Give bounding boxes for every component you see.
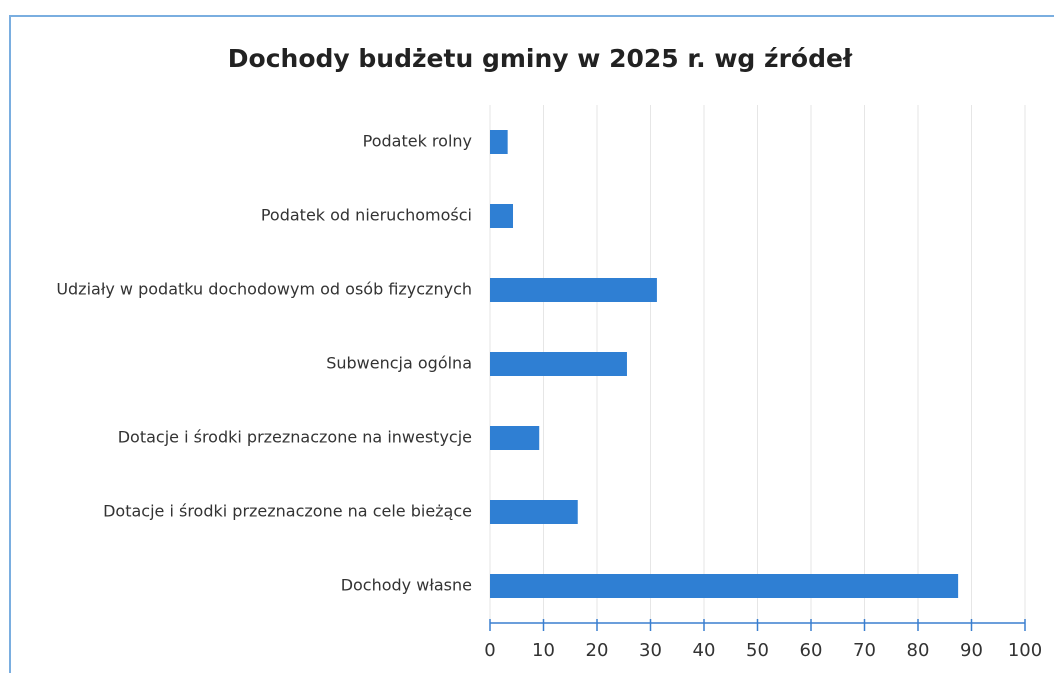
x-tick-label: 80 (907, 640, 930, 661)
y-tick-label: Udziały w podatku dochodowym od osób fiz… (56, 280, 472, 299)
y-tick-label: Podatek rolny (363, 132, 472, 151)
x-tick-label: 0 (484, 640, 495, 661)
x-tick-label: 20 (586, 640, 609, 661)
y-tick-label: Podatek od nieruchomości (261, 206, 472, 225)
x-tick-label: 50 (746, 640, 769, 661)
chart-title: Dochody budżetu gminy w 2025 r. wg źróde… (228, 44, 853, 73)
bar (490, 574, 959, 598)
y-tick-label: Dochody własne (341, 576, 472, 595)
chart-frame (9, 15, 1054, 673)
bar (490, 130, 508, 154)
x-tick-label: 90 (960, 640, 983, 661)
x-tick-label: 40 (693, 640, 716, 661)
x-tick-label: 100 (1008, 640, 1042, 661)
x-tick-label: 60 (800, 640, 823, 661)
bar (490, 278, 657, 302)
y-tick-label: Dotacje i środki przeznaczone na inwesty… (118, 428, 472, 447)
x-tick-label: 10 (532, 640, 555, 661)
x-tick-label: 30 (639, 640, 662, 661)
bar (490, 352, 627, 376)
bar (490, 204, 514, 228)
bar (490, 500, 578, 524)
y-tick-label: Dotacje i środki przeznaczone na cele bi… (103, 502, 472, 521)
bar (490, 426, 540, 450)
y-tick-label: Subwencja ogólna (326, 354, 472, 373)
x-tick-label: 70 (853, 640, 876, 661)
